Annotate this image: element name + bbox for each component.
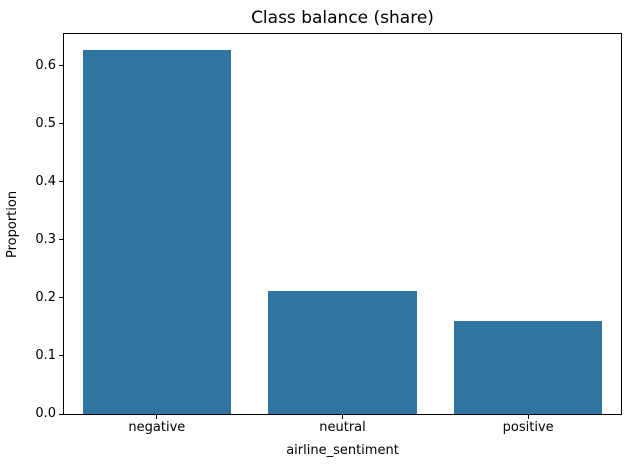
- y-tick: [59, 123, 63, 125]
- x-tick: [527, 415, 529, 419]
- y-tick: [59, 181, 63, 183]
- y-tick: [59, 355, 63, 357]
- y-tick: [59, 413, 63, 415]
- y-tick-label: 0.5: [35, 115, 56, 131]
- y-tick-label: 0.3: [35, 231, 56, 247]
- x-tick: [156, 415, 158, 419]
- y-tick-label: 0.6: [35, 57, 56, 73]
- y-tick-label: 0.1: [35, 347, 56, 363]
- x-tick: [342, 415, 343, 419]
- x-tick-label-neutral: neutral: [319, 420, 366, 435]
- x-tick-label-negative: negative: [128, 420, 186, 435]
- y-tick: [59, 239, 63, 241]
- y-tick-label: 0.4: [35, 173, 56, 189]
- y-tick: [59, 65, 63, 67]
- y-tick-label: 0.2: [35, 289, 56, 305]
- y-tick: [59, 297, 63, 299]
- bar-neutral: [268, 291, 417, 414]
- bar-positive: [453, 320, 603, 414]
- x-axis-label: airline_sentiment: [286, 443, 399, 458]
- x-tick-label-positive: positive: [502, 420, 554, 435]
- chart-title: Class balance (share): [251, 8, 434, 28]
- y-tick-label: 0.0: [35, 406, 56, 421]
- bar-negative: [82, 50, 232, 414]
- plot-area: 0.0 0.1 0.2 0.3 0.4 0.5 0.6 negative neutral posi…: [35, 33, 622, 435]
